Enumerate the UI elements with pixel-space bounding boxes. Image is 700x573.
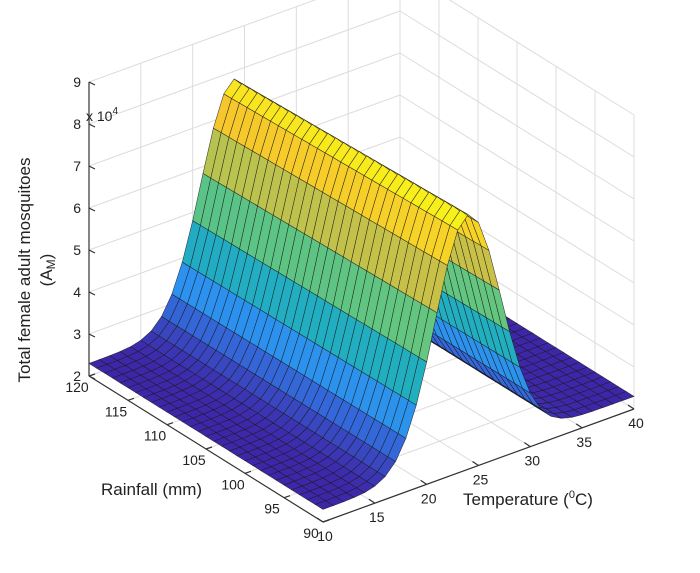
side-wall-grid-line — [399, 52, 635, 200]
y-tick-label: 90 — [303, 525, 319, 541]
z-tick-label: 4 — [73, 284, 81, 300]
svg-text:Total female adult mosquitoes: Total female adult mosquitoes — [15, 158, 34, 383]
back-wall-grid-line — [88, 10, 401, 125]
x-tick-label: 10 — [317, 528, 333, 544]
x-tick-mark — [575, 423, 583, 429]
y-axis-label: Rainfall (mm) — [101, 480, 202, 499]
z-tick-label: 6 — [73, 200, 81, 216]
y-tick-label: 100 — [221, 476, 245, 492]
z-tick-mark — [88, 375, 96, 380]
y-tick-mark — [166, 422, 174, 426]
y-tick-label: 110 — [144, 428, 167, 444]
y-tick-mark — [88, 373, 96, 377]
y-tick-label: 120 — [65, 379, 89, 395]
surface-patch — [615, 391, 635, 401]
x-tick-mark — [472, 461, 479, 466]
side-wall-grid-line — [399, 94, 635, 242]
x-tick-label: 30 — [525, 453, 541, 469]
y-tick-mark — [205, 446, 213, 450]
x-tick-mark — [627, 404, 635, 410]
y-tick-label: 115 — [105, 403, 128, 419]
surface-mesh — [88, 78, 635, 510]
z-tick-mark — [88, 81, 96, 86]
z-tick-label: 8 — [73, 116, 81, 132]
back-wall-grid-line — [88, 0, 317, 83]
z-tick-mark — [88, 123, 96, 128]
y-tick-label: 105 — [182, 452, 206, 468]
x-tick-mark — [316, 517, 324, 523]
z-axis-label: Total female adult mosquitoes (AM) — [15, 158, 58, 383]
y-tick-mark — [322, 519, 330, 523]
y-tick-mark — [244, 470, 252, 474]
y-tick-mark — [127, 397, 135, 401]
x-tick-label: 25 — [473, 472, 489, 488]
y-tick-label: 95 — [264, 501, 280, 517]
x-tick-label: 35 — [576, 434, 592, 450]
z-tick-label: 2 — [73, 368, 81, 384]
axes — [88, 81, 635, 523]
z-tick-label: 9 — [73, 74, 81, 90]
side-wall-grid-line — [399, 10, 635, 158]
y-tick-mark — [283, 495, 291, 499]
x-axis-label: Temperature (0C) — [463, 489, 593, 509]
x-tick-label: 15 — [369, 509, 385, 525]
z-tick-mark — [88, 249, 96, 254]
z-tick-label: 5 — [73, 242, 81, 258]
z-tick-label: 3 — [73, 326, 81, 342]
x-tick-mark — [524, 442, 531, 448]
z-multiplier: x 104 — [86, 106, 118, 124]
z-tick-label: 7 — [73, 158, 81, 174]
z-tick-mark — [88, 291, 96, 296]
side-wall-grid-line — [448, 0, 635, 116]
svg-text:(AM): (AM) — [37, 254, 58, 287]
z-tick-mark — [88, 165, 96, 170]
x-tick-label: 20 — [421, 490, 437, 506]
x-tick-mark — [420, 479, 427, 485]
x-tick-label: 40 — [628, 415, 644, 431]
x-tick-mark — [368, 498, 376, 504]
z-tick-mark — [88, 207, 96, 212]
side-wall-grid-line — [399, 136, 635, 284]
z-tick-mark — [88, 333, 96, 338]
